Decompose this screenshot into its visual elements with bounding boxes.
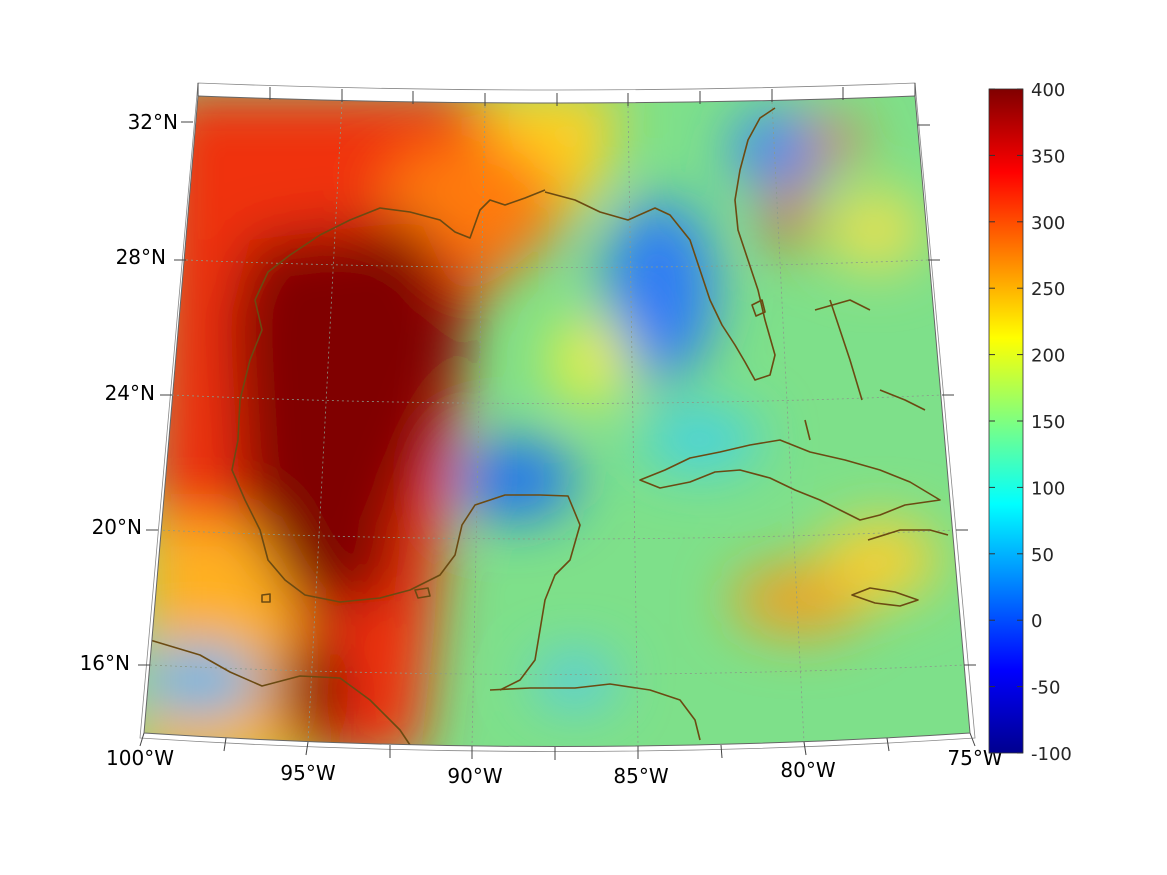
colorbar-tick-label: 250 <box>1031 279 1065 300</box>
frame-ticks <box>138 83 976 760</box>
colorbar-tick-label: 350 <box>1031 146 1065 167</box>
colorbar-tick-label: 400 <box>1031 80 1065 101</box>
lat-axis: 32°N 28°N 24°N 20°N 16°N <box>80 110 178 675</box>
lat-tick-label: 28°N <box>116 245 166 269</box>
lat-tick-label: 20°N <box>92 515 142 539</box>
colorbar-tick-label: 150 <box>1031 412 1065 433</box>
map-frame <box>143 95 971 747</box>
colorbar: 400 350 300 250 200 150 100 50 0 -50 -100 <box>988 80 1072 765</box>
lon-tick-label: 100°W <box>106 746 174 770</box>
colorbar-tick-label: 300 <box>1031 213 1065 234</box>
lon-tick-label: 90°W <box>447 764 502 788</box>
colorbar-tick-label: 100 <box>1031 478 1065 499</box>
lat-tick-label: 32°N <box>128 110 178 134</box>
field-layer <box>144 96 970 747</box>
colorbar-ticks <box>989 88 1023 754</box>
lon-axis: 100°W 95°W 90°W 85°W 80°W 75°W <box>106 746 1003 788</box>
colorbar-tick-label: 0 <box>1031 611 1042 632</box>
lat-tick-label: 24°N <box>105 381 155 405</box>
colorbar-tick-label: -100 <box>1031 744 1072 765</box>
colorbar-tick-label: -50 <box>1031 678 1060 699</box>
colorbar-tick-label: 200 <box>1031 346 1065 367</box>
lat-tick-label: 16°N <box>80 651 130 675</box>
lon-tick-label: 80°W <box>780 758 835 782</box>
lon-tick-label: 95°W <box>280 761 335 785</box>
colorbar-labels: 400 350 300 250 200 150 100 50 0 -50 -100 <box>1031 80 1072 765</box>
coastlines <box>149 107 949 746</box>
map-frame-outer <box>139 82 976 752</box>
colorbar-tick-label: 50 <box>1031 545 1054 566</box>
lon-tick-label: 85°W <box>613 764 668 788</box>
